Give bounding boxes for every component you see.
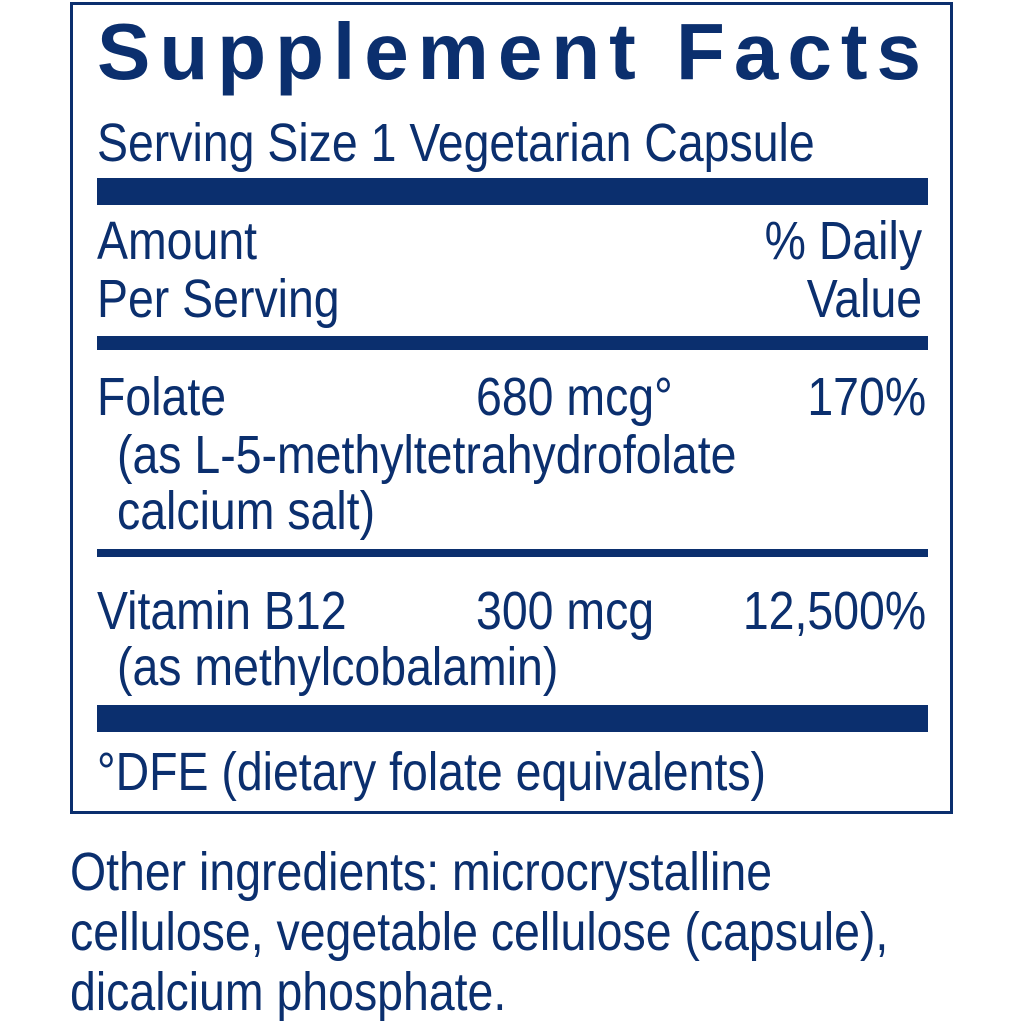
thick-divider	[97, 178, 928, 205]
other-ingredients-line3: dicalcium phosphate.	[70, 962, 507, 1022]
daily-value-header: % Daily	[764, 211, 922, 271]
other-ingredients-line1: Other ingredients: microcrystalline	[70, 842, 773, 902]
amount-header-line2: Per Serving	[97, 269, 340, 329]
daily-value-header-line2: Value	[806, 269, 922, 329]
other-ingredients-line2: cellulose, vegetable cellulose (capsule)…	[70, 902, 889, 962]
footnote: °DFE (dietary folate equivalents)	[97, 742, 767, 802]
amount-header: Amount	[97, 211, 258, 271]
thin-divider	[97, 549, 928, 557]
nutrient-name-b12: Vitamin B12	[97, 581, 347, 641]
supplement-facts-panel	[70, 2, 953, 814]
nutrient-dv-b12: 12,500%	[742, 581, 926, 641]
nutrient-amount-b12: 300 mcg	[476, 581, 655, 641]
panel-title: Supplement Facts	[97, 7, 931, 96]
thick-divider-bottom	[97, 705, 928, 732]
serving-size: Serving Size 1 Vegetarian Capsule	[97, 113, 815, 173]
nutrient-source-folate-line2: calcium salt)	[117, 481, 376, 541]
nutrient-source-folate: (as L-5-methyltetrahydrofolate	[117, 425, 737, 485]
nutrient-amount-folate: 680 mcg°	[476, 367, 673, 427]
nutrient-name-folate: Folate	[97, 367, 227, 427]
medium-divider	[97, 336, 928, 350]
nutrient-source-b12: (as methylcobalamin)	[117, 637, 559, 697]
nutrient-dv-folate: 170%	[807, 367, 926, 427]
